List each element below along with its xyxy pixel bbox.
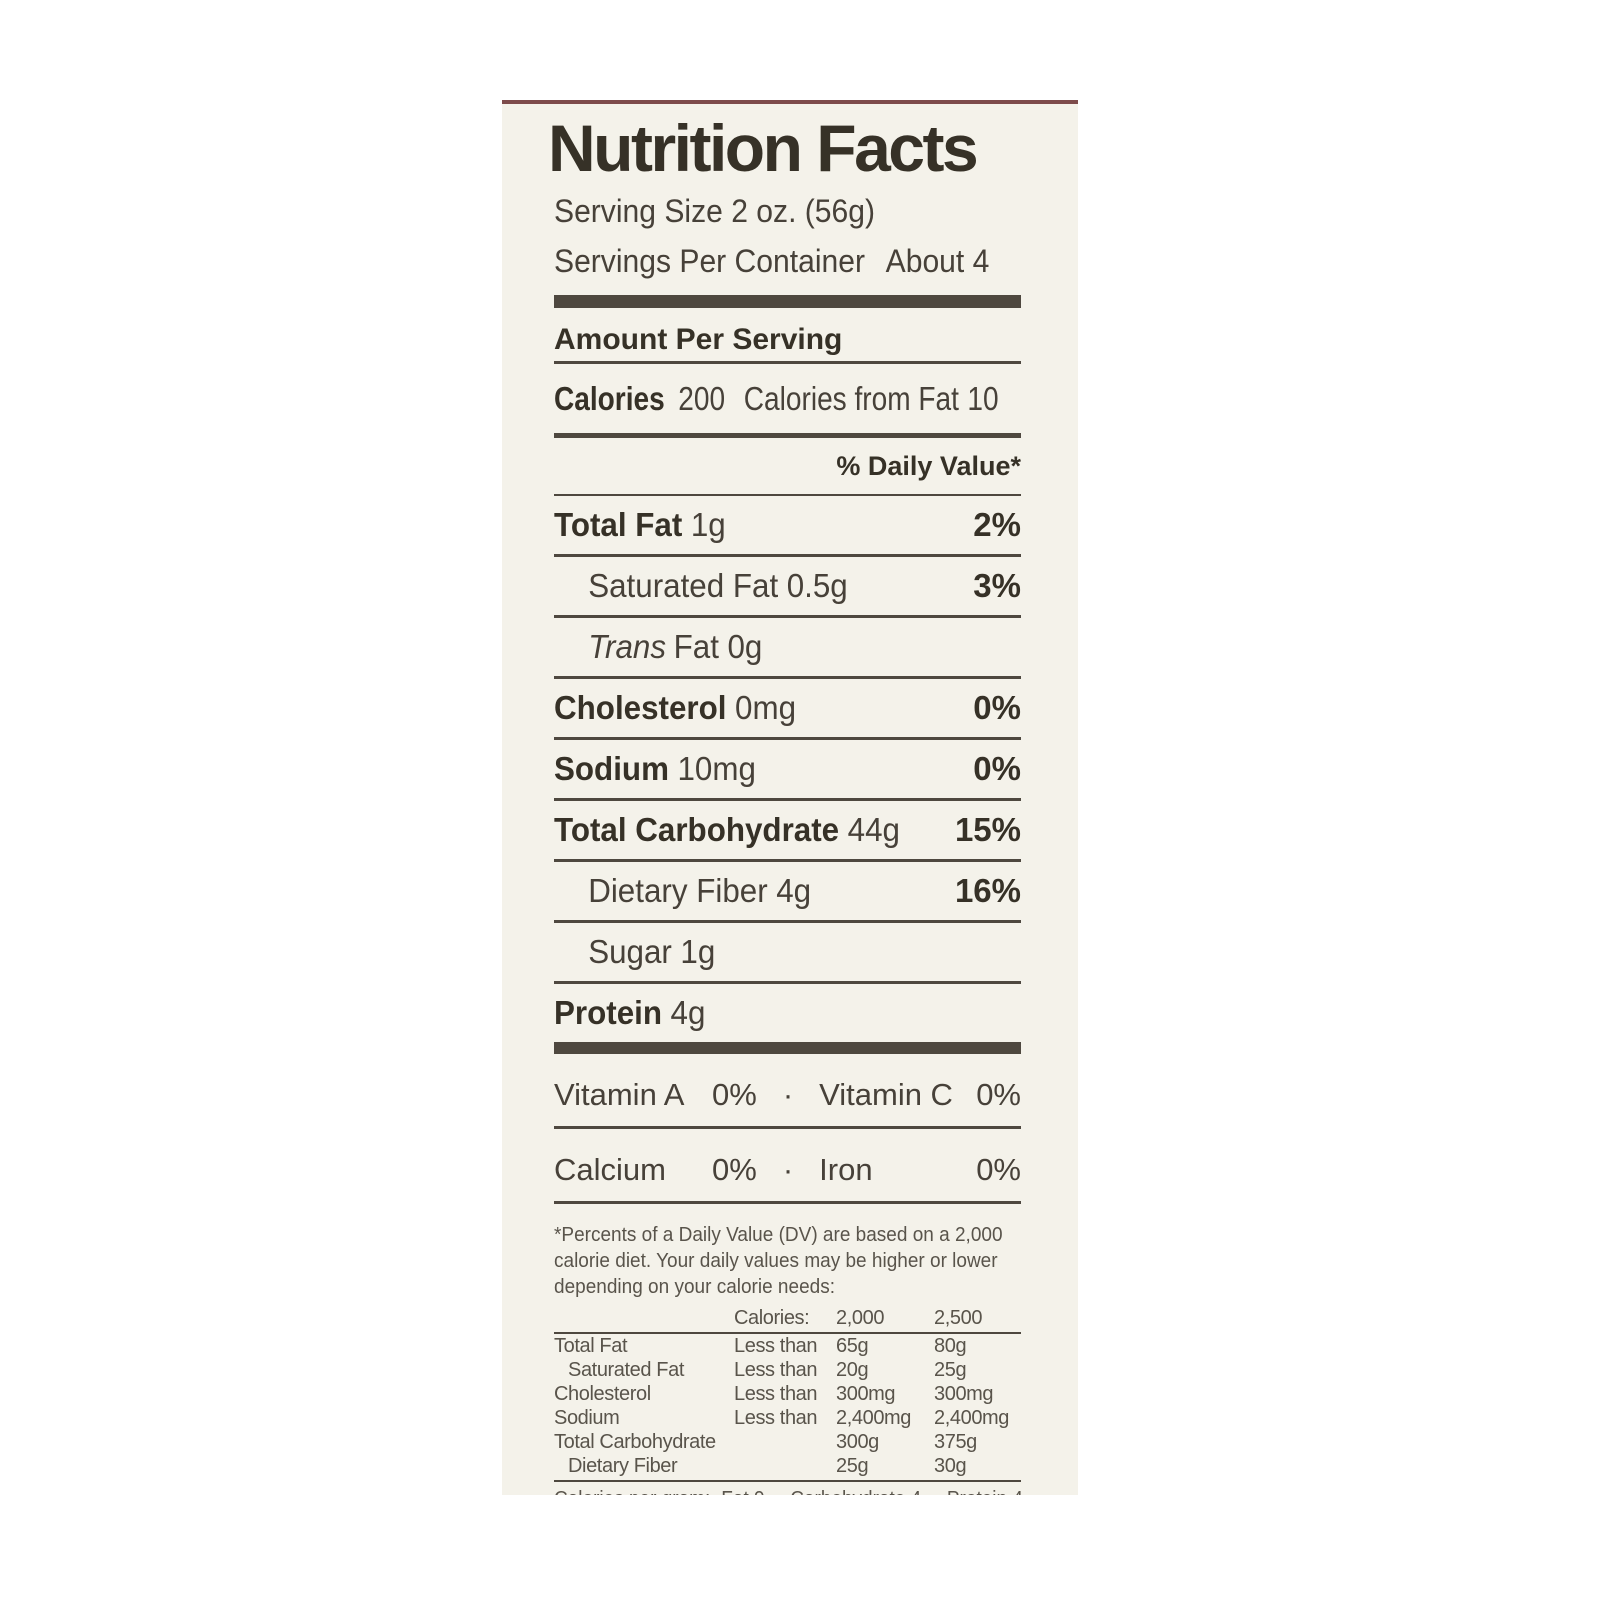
nutrient-row-dietary-fiber: Dietary Fiber 4g 16%: [554, 862, 1021, 923]
daily-value-reference-table: Calories: 2,000 2,500 Total Fat Less tha…: [554, 1304, 1021, 1478]
nutrient-row-protein: Protein 4g: [554, 984, 1021, 1054]
calories-value: 200: [678, 380, 726, 417]
dv-saturated-fat: 3%: [973, 567, 1021, 604]
dv-table-col-2000: 2,000: [836, 1307, 885, 1329]
dv-total-fat: 2%: [973, 506, 1021, 543]
separator-dot: ·: [782, 1152, 794, 1187]
calcium-label: Calcium: [554, 1152, 666, 1187]
dv-table-col-2500: 2,500: [934, 1307, 983, 1329]
dv-table-header: Calories: 2,000 2,500: [554, 1304, 1021, 1334]
dv-cholesterol: 0%: [973, 689, 1021, 726]
nutrition-facts-title: Nutrition Facts: [548, 111, 979, 185]
calories-per-gram-line: Calories per gram: Fat 9•Carbohydrate 4•…: [554, 1480, 1023, 1495]
calories-from-fat-label: Calories from Fat: [743, 380, 959, 417]
separator-dot: ·: [782, 1077, 794, 1112]
serving-size-line: Serving Size 2 oz. (56g): [554, 186, 1021, 236]
nutrition-facts-label: Nutrition Facts Serving Size 2 oz. (56g)…: [502, 100, 1078, 1495]
calories-from-fat-value: 10: [967, 380, 999, 417]
nutrient-row-cholesterol: Cholesterol 0mg 0%: [554, 679, 1021, 740]
nutrient-row-total-fat: Total Fat 1g 2%: [554, 496, 1021, 557]
nutrient-row-trans-fat: Trans Fat 0g: [554, 618, 1021, 679]
nutrient-row-sugar: Sugar 1g: [554, 923, 1021, 984]
iron-label: Iron: [819, 1152, 873, 1187]
servings-label: Servings Per Container: [554, 243, 865, 279]
dv-total-carbohydrate: 15%: [954, 811, 1021, 848]
vitamin-c-value: 0%: [976, 1077, 1021, 1112]
vitamin-a-value: 0%: [712, 1077, 757, 1112]
dv-table-calories-label: Calories:: [734, 1307, 810, 1329]
dv-table-row-dietary-fiber: Dietary Fiber 25g 30g: [568, 1455, 967, 1477]
percent-daily-value-heading: % Daily Value*: [554, 438, 1021, 496]
calories-label: Calories: [554, 380, 665, 417]
dv-table-row-total-fat: Total Fat Less than 65g 80g: [554, 1335, 967, 1357]
servings-per-container-line: Servings Per Container About 4: [554, 236, 1021, 286]
bullet-icon: •: [774, 1488, 781, 1495]
dv-table-row-saturated-fat: Saturated Fat Less than 20g 25g: [568, 1359, 967, 1381]
vitamin-row-calcium-iron: Calcium 0% · Iron 0%: [554, 1129, 1021, 1204]
serving-size-text: Serving Size 2 oz. (56g): [554, 193, 876, 229]
vitamin-c-label: Vitamin C: [819, 1077, 953, 1112]
section-divider-bar: [554, 295, 1021, 308]
nutrient-row-saturated-fat: Saturated Fat 0.5g 3%: [554, 557, 1021, 618]
daily-value-footnote: *Percents of a Daily Value (DV) are base…: [554, 1224, 1003, 1298]
vitamin-a-label: Vitamin A: [554, 1077, 685, 1112]
amount-per-serving-heading: Amount Per Serving: [554, 319, 1021, 364]
servings-value: About 4: [885, 243, 990, 279]
dv-sodium: 0%: [973, 750, 1021, 787]
dv-table-row-cholesterol: Cholesterol Less than 300mg 300mg: [554, 1383, 994, 1405]
dv-table-row-total-carbohydrate: Total Carbohydrate 300g 375g: [554, 1431, 977, 1453]
bullet-icon: •: [931, 1488, 938, 1495]
calcium-value: 0%: [712, 1152, 757, 1187]
dv-table-row-sodium: Sodium Less than 2,400mg 2,400mg: [554, 1407, 1010, 1429]
iron-value: 0%: [976, 1152, 1021, 1187]
dv-dietary-fiber: 16%: [954, 872, 1021, 909]
nutrient-row-total-carbohydrate: Total Carbohydrate 44g 15%: [554, 801, 1021, 862]
vitamin-row-a-c: Vitamin A 0% · Vitamin C 0%: [554, 1054, 1021, 1129]
nutrient-row-sodium: Sodium 10mg 0%: [554, 740, 1021, 801]
calories-row: Calories 200 Calories from Fat 10: [554, 364, 1021, 438]
